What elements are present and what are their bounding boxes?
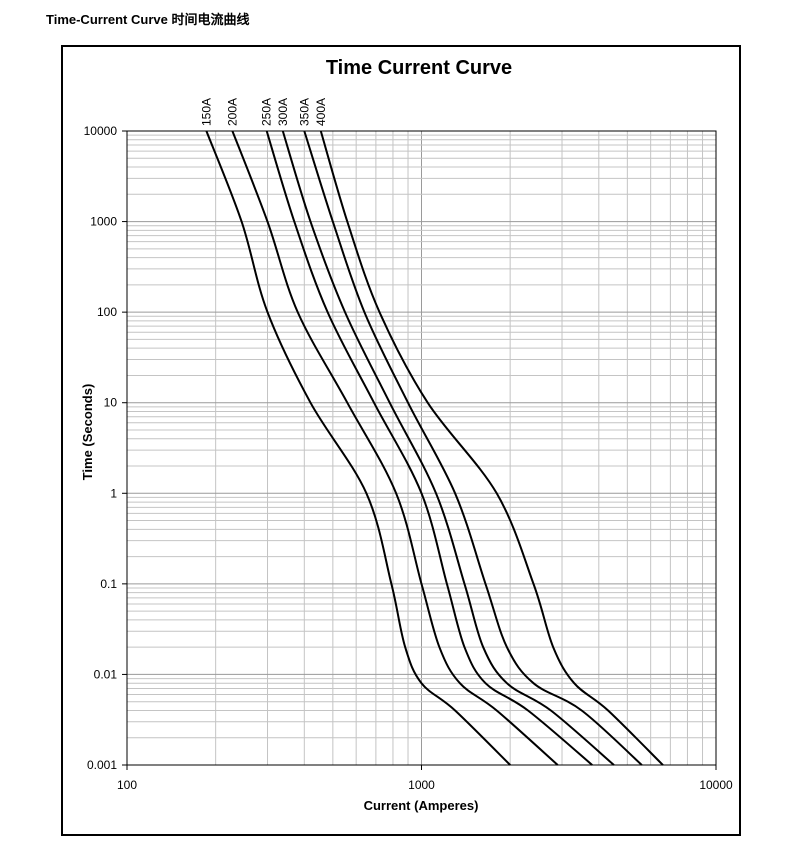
series-label-250a: 250A — [260, 98, 274, 126]
y-tick-label: 10 — [104, 396, 118, 410]
y-axis-title: Time (Seconds) — [80, 384, 95, 481]
y-tick-label: 100 — [97, 305, 117, 319]
series-line-400a — [319, 130, 664, 766]
x-tick-label: 100 — [117, 778, 137, 792]
series-label-300a: 300A — [276, 98, 290, 126]
y-tick-label: 0.01 — [94, 667, 118, 681]
series-labels: 150A 200A 250A 300A 350A 400A — [199, 98, 327, 126]
chart-title: Time Current Curve — [326, 57, 512, 79]
series-line-250a — [265, 130, 593, 766]
y-tick-label: 0.001 — [87, 758, 117, 772]
x-tick-label: 1000 — [408, 778, 435, 792]
series-label-400a: 400A — [314, 98, 328, 126]
x-tick-label: 10000 — [699, 778, 733, 792]
series-line-150a — [205, 130, 511, 766]
series-line-300a — [281, 130, 615, 766]
grid — [127, 131, 716, 765]
y-tick-label: 10000 — [84, 124, 118, 138]
y-tick-label: 1000 — [90, 215, 117, 229]
y-tick-labels: 0.001 0.01 0.1 1 10 100 1000 10000 — [84, 124, 127, 772]
series-line-350a — [303, 130, 643, 766]
series-lines — [205, 130, 664, 766]
page-heading: Time-Current Curve 时间电流曲线 — [46, 12, 250, 27]
x-axis-title: Current (Amperes) — [364, 798, 479, 813]
series-line-200a — [231, 130, 559, 766]
series-label-200a: 200A — [225, 98, 239, 126]
chart-frame — [61, 45, 741, 836]
x-tick-labels: 100 1000 10000 — [117, 765, 733, 792]
series-label-150a: 150A — [199, 98, 213, 126]
series-label-350a: 350A — [297, 98, 311, 126]
y-tick-label: 1 — [110, 486, 117, 500]
y-tick-label: 0.1 — [100, 577, 117, 591]
